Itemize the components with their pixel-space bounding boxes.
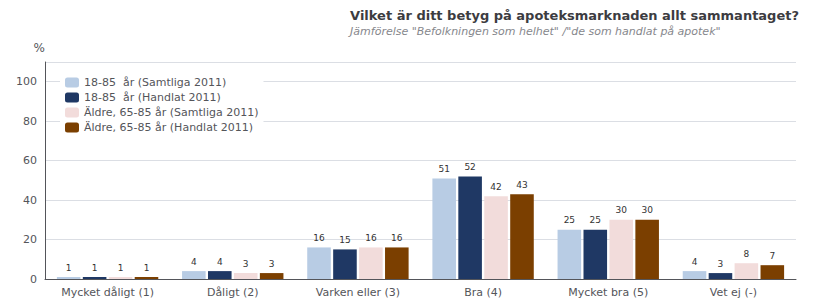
- svg-text:3: 3: [718, 259, 724, 269]
- svg-text:Mycket dåligt (1): Mycket dåligt (1): [61, 286, 154, 299]
- svg-text:20: 20: [23, 233, 37, 246]
- svg-text:1: 1: [144, 263, 150, 273]
- svg-text:40: 40: [23, 194, 37, 207]
- svg-text:16: 16: [365, 233, 377, 243]
- svg-text:7: 7: [769, 251, 775, 261]
- svg-text:1: 1: [92, 263, 98, 273]
- svg-text:100: 100: [16, 75, 37, 88]
- svg-text:52: 52: [464, 162, 475, 172]
- svg-text:8: 8: [744, 249, 750, 259]
- svg-text:3: 3: [243, 259, 249, 269]
- svg-text:18-85 år (Samtliga 2011): 18-85 år (Samtliga 2011): [84, 76, 226, 89]
- svg-text:0: 0: [30, 273, 37, 286]
- svg-text:Vilket är ditt betyg på apotek: Vilket är ditt betyg på apoteksmarknaden…: [350, 8, 799, 23]
- svg-text:51: 51: [438, 164, 449, 174]
- svg-text:Dåligt (2): Dåligt (2): [207, 286, 259, 299]
- svg-text:Mycket bra (5): Mycket bra (5): [568, 286, 648, 299]
- svg-text:16: 16: [391, 233, 403, 243]
- svg-text:18-85 år (Handlat 2011): 18-85 år (Handlat 2011): [84, 91, 221, 104]
- svg-text:15: 15: [339, 235, 350, 245]
- svg-text:42: 42: [490, 182, 501, 192]
- svg-text:Äldre, 65-85 år (Handlat 2011): Äldre, 65-85 år (Handlat 2011): [84, 121, 253, 134]
- svg-text:4: 4: [191, 257, 197, 267]
- svg-text:30: 30: [641, 205, 653, 215]
- svg-text:Bra (4): Bra (4): [464, 286, 502, 299]
- svg-text:1: 1: [118, 263, 124, 273]
- svg-text:3: 3: [269, 259, 275, 269]
- svg-text:4: 4: [217, 257, 223, 267]
- svg-text:1: 1: [66, 263, 72, 273]
- svg-text:25: 25: [564, 215, 575, 225]
- svg-text:%: %: [34, 41, 45, 55]
- svg-text:Jämförelse "Befolkningen som h: Jämförelse "Befolkningen som helhet" /"d…: [348, 25, 720, 38]
- svg-text:Äldre, 65-85 år (Samtliga 2011: Äldre, 65-85 år (Samtliga 2011): [84, 106, 259, 119]
- svg-text:43: 43: [516, 180, 527, 190]
- svg-text:60: 60: [23, 154, 37, 167]
- svg-text:80: 80: [23, 115, 37, 128]
- svg-text:16: 16: [313, 233, 325, 243]
- svg-text:Vet ej (-): Vet ej (-): [710, 286, 757, 299]
- svg-text:Varken eller (3): Varken eller (3): [316, 286, 400, 299]
- svg-text:30: 30: [615, 205, 627, 215]
- svg-text:25: 25: [590, 215, 601, 225]
- svg-text:4: 4: [692, 257, 698, 267]
